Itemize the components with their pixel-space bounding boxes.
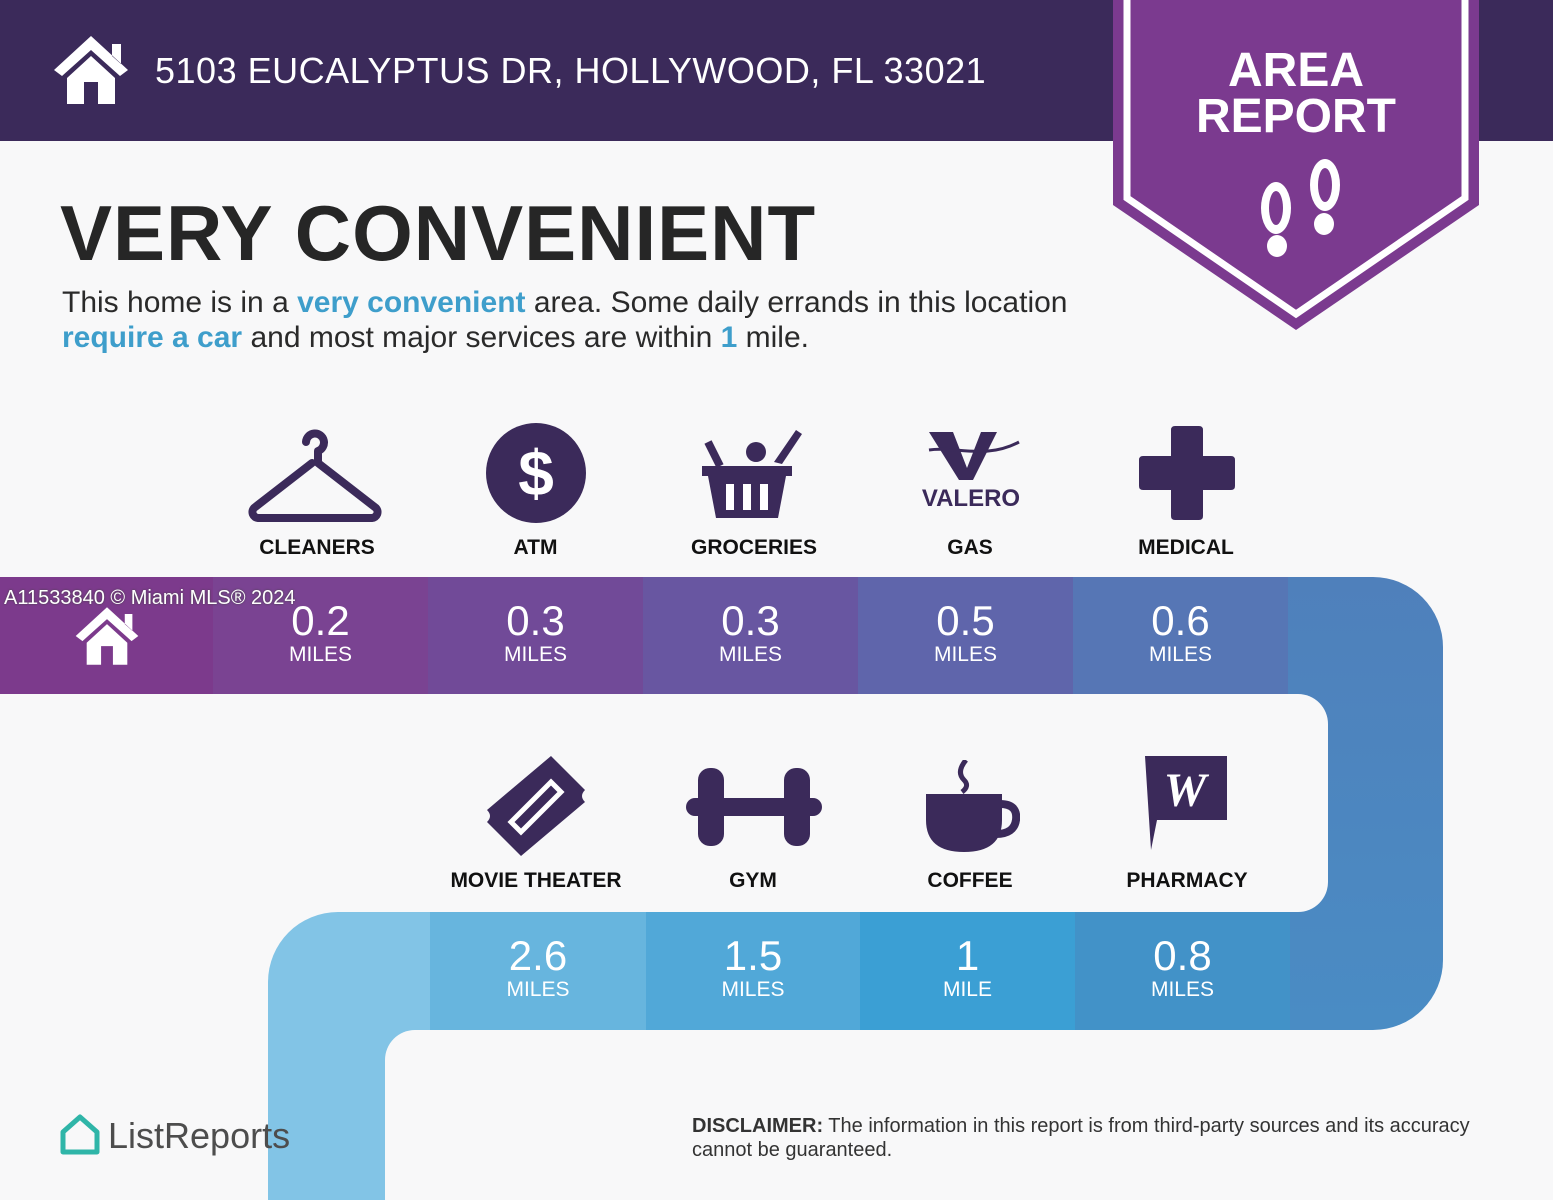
desc-highlight: require a car [62, 321, 243, 354]
page-title: VERY CONVENIENT [60, 189, 817, 277]
distance-coffee: 1 MILE [860, 912, 1075, 1030]
badge-line1: AREA [1227, 44, 1364, 97]
distance-unit: MILES [506, 978, 570, 1001]
distance-value: 1 [955, 932, 980, 979]
svg-text:VALERO: VALERO [922, 485, 1020, 512]
disclaimer: DISCLAIMER: The information in this repo… [692, 1114, 1512, 1162]
amenity-label: PHARMACY [1126, 869, 1248, 892]
amenity-label: CLEANERS [259, 536, 375, 559]
disclaimer-label: DISCLAIMER: [692, 1115, 824, 1137]
distance-unit: MILES [721, 978, 785, 1001]
distance-unit: MILE [942, 978, 992, 1001]
distance-value: 0.5 [936, 597, 995, 644]
distance-value: 0.3 [721, 597, 780, 644]
distance-pharmacy: 0.8 MILES [1075, 912, 1290, 1030]
distance-atm: 0.3 MILES [428, 577, 643, 694]
property-address: 5103 EUCALYPTUS DR, HOLLYWOOD, FL 33021 [155, 50, 987, 91]
distance-value: 1.5 [723, 932, 783, 979]
cross-icon [1139, 426, 1235, 520]
desc-text: This home is in a [62, 286, 298, 319]
watermark: A11533840 © Miami MLS® 2024 [4, 587, 296, 609]
listreports-logo-icon [60, 1114, 100, 1155]
distance-unit: MILES [933, 643, 998, 666]
coffee-icon [926, 760, 1020, 852]
svg-text:W: W [1164, 764, 1210, 817]
distance-value: 0.6 [1151, 597, 1210, 644]
amenity-label: GAS [947, 536, 993, 559]
desc-text: mile. [737, 321, 809, 354]
basket-icon [702, 430, 802, 518]
distance-unit: MILES [718, 643, 783, 666]
amenity-label: COFFEE [927, 869, 1013, 892]
distance-value: 0.3 [506, 597, 565, 644]
distance-value: 0.2 [291, 597, 350, 644]
distance-unit: MILES [1150, 978, 1215, 1001]
amenity-label: GYM [729, 869, 777, 892]
distance-value: 2.6 [508, 932, 568, 979]
ticket-icon [487, 756, 585, 856]
distance-unit: MILES [1148, 643, 1213, 666]
house-icon [75, 607, 138, 665]
desc-highlight: very convenient [297, 286, 526, 319]
badge-line2: REPORT [1195, 90, 1396, 143]
distance-medical: 0.6 MILES [1073, 577, 1288, 694]
dollar-icon: $ [486, 423, 586, 523]
amenity-label: GROCERIES [690, 536, 818, 559]
amenity-label: MOVIE THEATER [450, 869, 622, 892]
listreports-logo: ListReports [108, 1115, 291, 1156]
description: This home is in a very convenient area. … [62, 285, 1122, 355]
distance-cleaners: 0.2 MILES [213, 577, 428, 694]
home-segment [0, 577, 213, 694]
distance-unit: MILES [288, 643, 353, 666]
distance-gas: 0.5 MILES [858, 577, 1073, 694]
area-report-badge [1113, 0, 1479, 330]
amenity-label: MEDICAL [1138, 536, 1234, 559]
desc-text: area. Some daily errands in this locatio… [525, 286, 1068, 319]
walgreens-icon: W [1145, 756, 1227, 850]
distance-groceries: 0.3 MILES [643, 577, 858, 694]
distance-movie-theater: 2.6 MILES [430, 912, 646, 1030]
dumbbell-icon [686, 768, 822, 846]
desc-highlight: 1 [720, 321, 738, 354]
disclaimer-text: The information in this report is from t… [692, 1115, 1470, 1161]
desc-text: and most major services are within [242, 321, 721, 354]
distance-value: 0.8 [1153, 932, 1212, 979]
amenity-label: ATM [513, 536, 558, 559]
distance-unit: MILES [503, 643, 568, 666]
svg-text:$: $ [518, 437, 554, 509]
route-inner-curve [385, 1030, 585, 1200]
distance-gym: 1.5 MILES [646, 912, 860, 1030]
valero-logo-icon: VALERO [922, 432, 1020, 512]
house-icon [54, 36, 128, 104]
hanger-icon [248, 429, 382, 522]
